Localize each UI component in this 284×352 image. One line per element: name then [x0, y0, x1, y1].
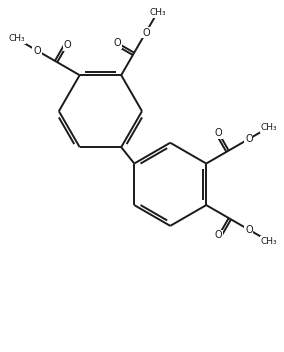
Text: O: O	[245, 134, 253, 144]
Text: O: O	[245, 225, 253, 235]
Text: O: O	[113, 38, 121, 48]
Text: CH₃: CH₃	[9, 34, 25, 43]
Text: CH₃: CH₃	[261, 123, 277, 132]
Text: O: O	[142, 27, 150, 38]
Text: O: O	[63, 40, 71, 50]
Text: O: O	[33, 45, 41, 56]
Text: CH₃: CH₃	[261, 237, 277, 246]
Text: CH₃: CH₃	[149, 8, 166, 17]
Text: O: O	[215, 128, 223, 138]
Text: O: O	[215, 230, 223, 240]
